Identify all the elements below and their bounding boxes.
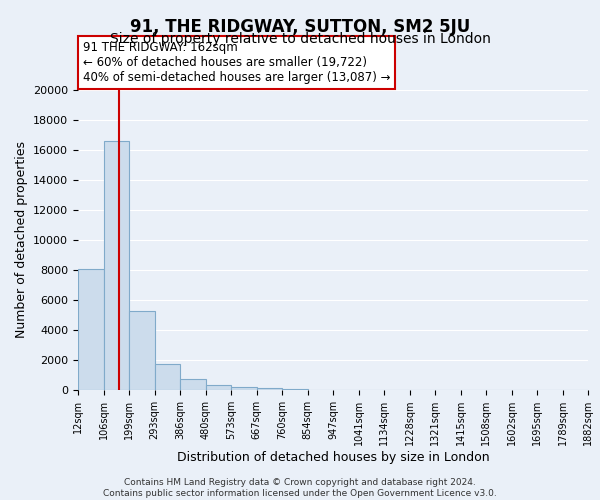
Bar: [104, 141, 129, 390]
Bar: [78, 268, 104, 390]
Bar: [129, 310, 155, 390]
Bar: [206, 386, 231, 390]
Bar: [257, 388, 282, 390]
Bar: [180, 379, 206, 390]
Bar: [282, 388, 308, 390]
Text: Size of property relative to detached houses in London: Size of property relative to detached ho…: [110, 32, 490, 46]
X-axis label: Distribution of detached houses by size in London: Distribution of detached houses by size …: [176, 451, 490, 464]
Bar: [155, 364, 180, 390]
Text: Contains HM Land Registry data © Crown copyright and database right 2024.
Contai: Contains HM Land Registry data © Crown c…: [103, 478, 497, 498]
Text: 91 THE RIDGWAY: 162sqm
← 60% of detached houses are smaller (19,722)
40% of semi: 91 THE RIDGWAY: 162sqm ← 60% of detached…: [83, 41, 391, 84]
Y-axis label: Number of detached properties: Number of detached properties: [14, 142, 28, 338]
Text: 91, THE RIDGWAY, SUTTON, SM2 5JU: 91, THE RIDGWAY, SUTTON, SM2 5JU: [130, 18, 470, 36]
Bar: [231, 387, 257, 390]
